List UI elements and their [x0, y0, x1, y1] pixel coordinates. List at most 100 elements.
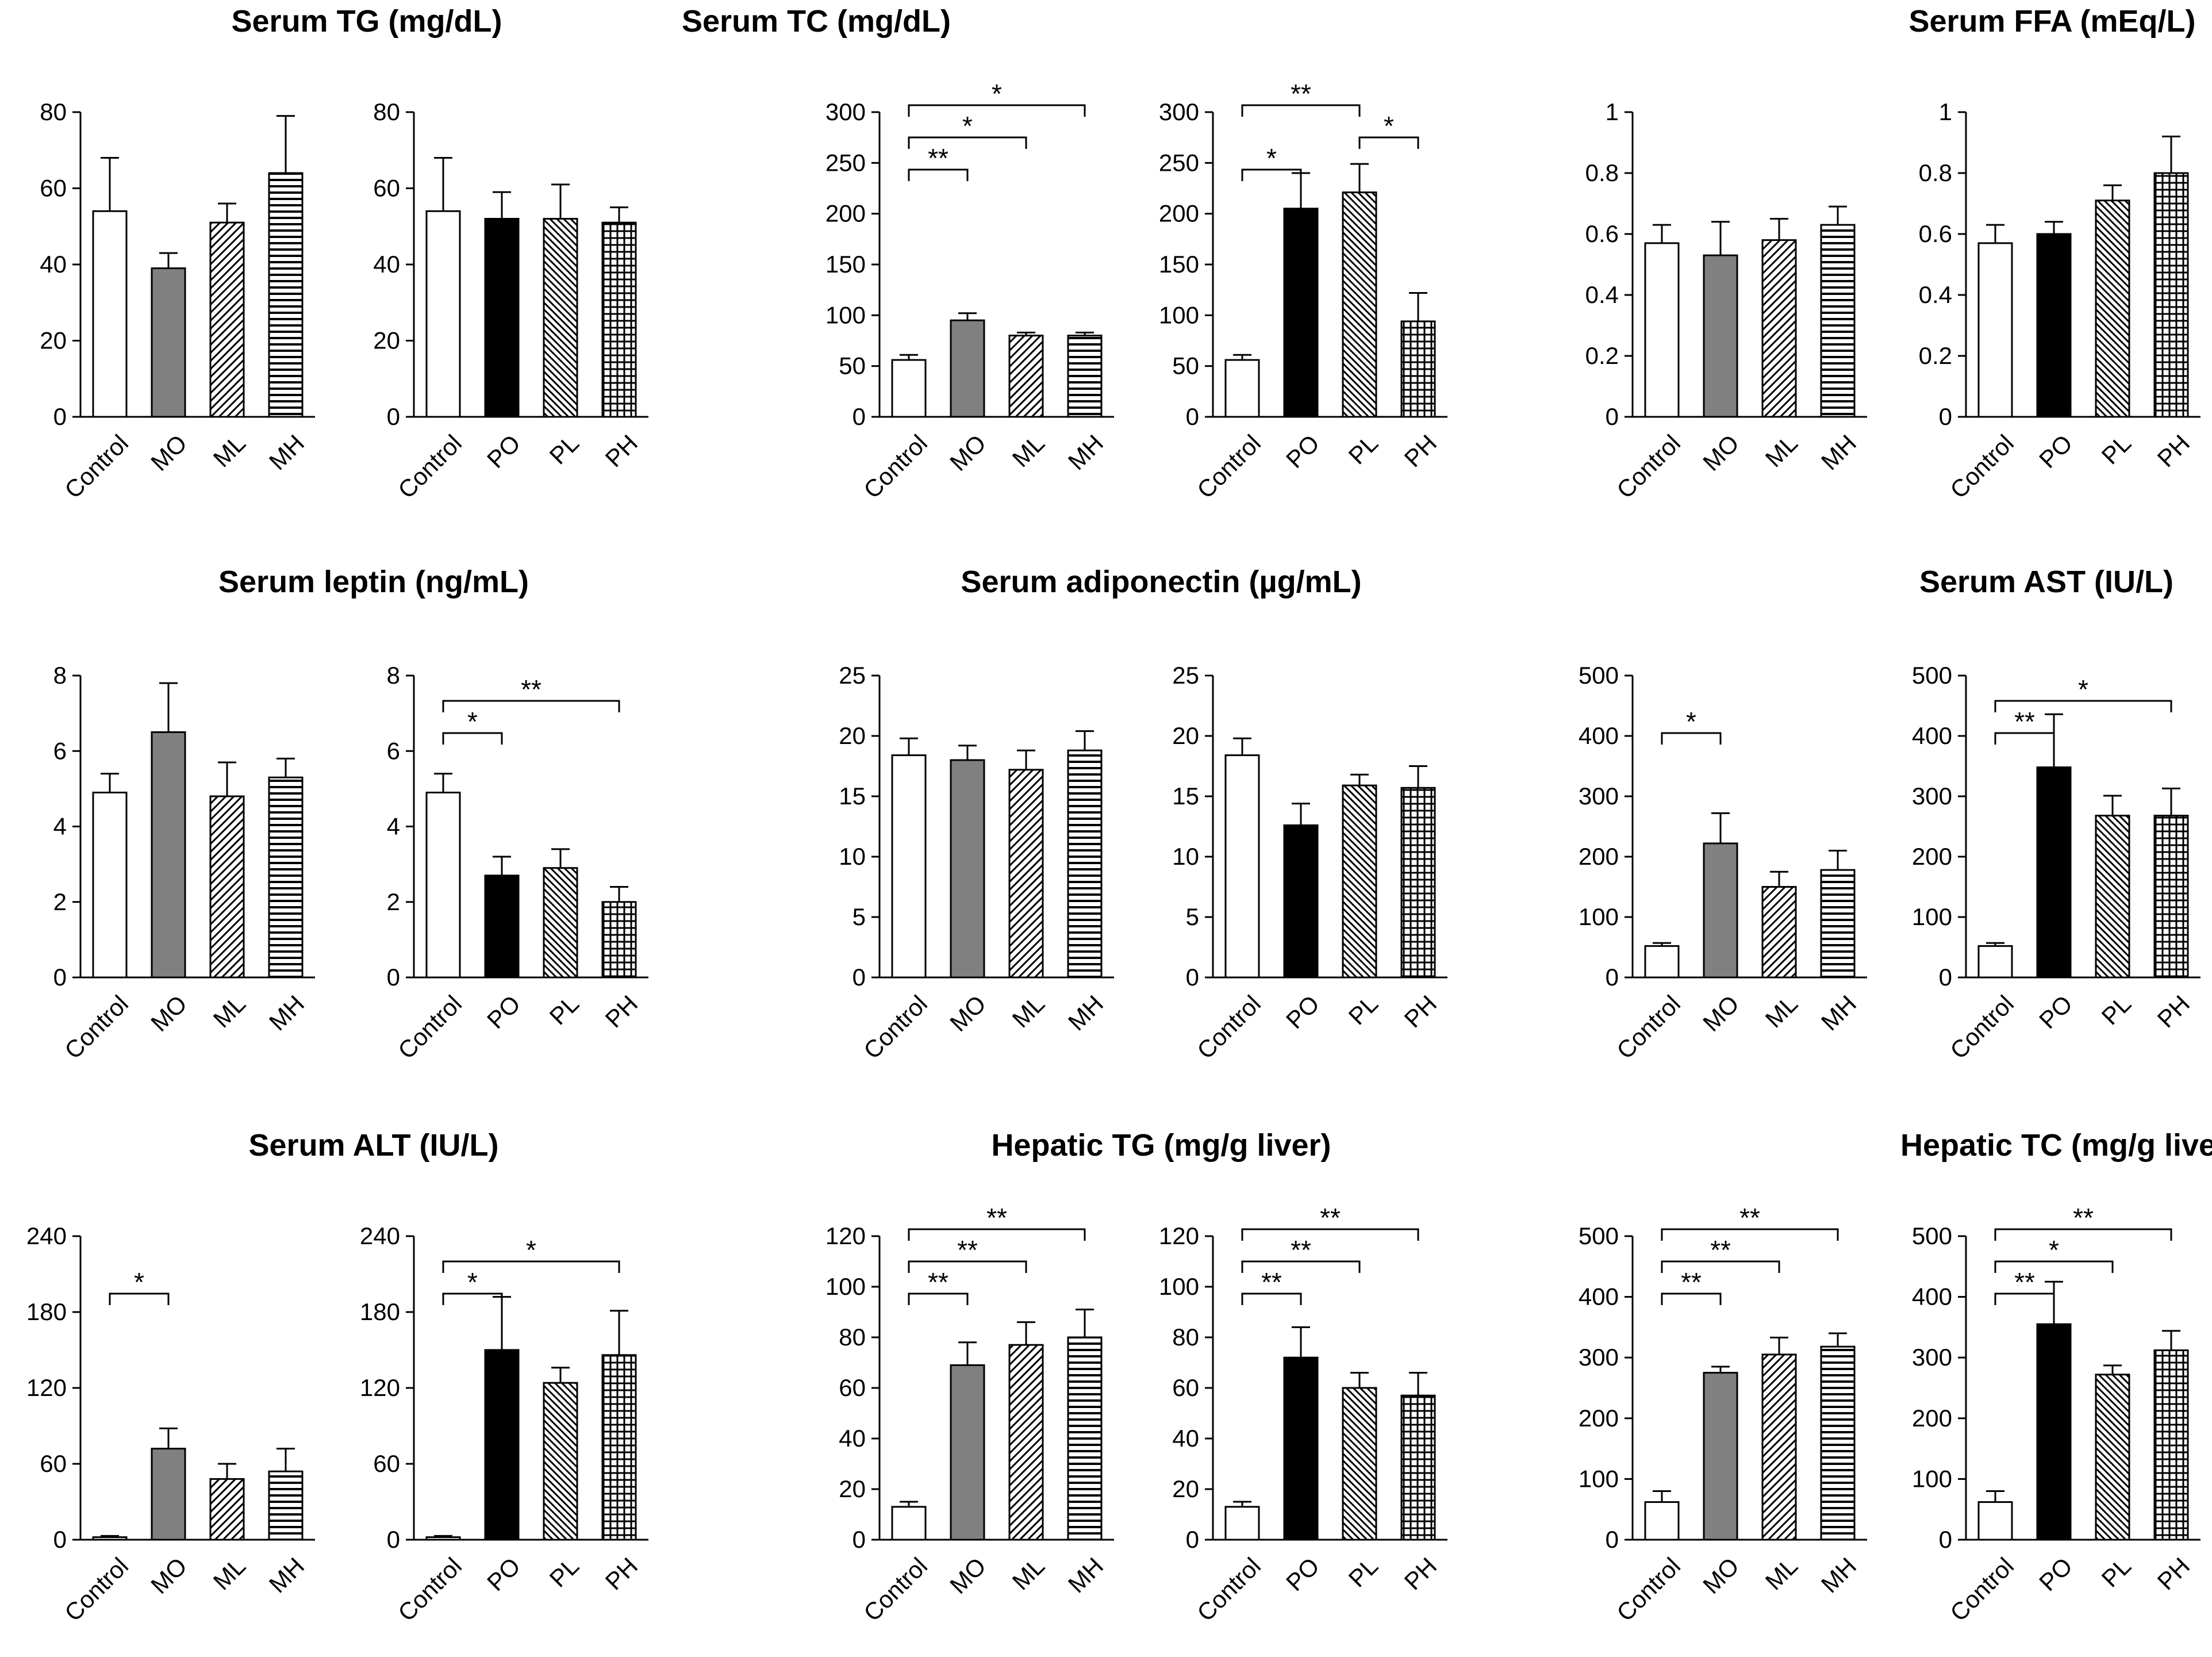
- bar-pl: [543, 1382, 578, 1541]
- significance-label: **: [986, 1203, 1007, 1233]
- bar-ph: [601, 1354, 637, 1541]
- subplot-1: 0 5 10 15 20 25 Control MO ML MH: [839, 662, 1114, 1064]
- bar-po: [2036, 766, 2072, 979]
- error-bar: [1233, 1501, 1251, 1507]
- y-tick-label: 400: [1579, 722, 1619, 749]
- category-label: ML: [208, 1552, 251, 1595]
- bar-control: [425, 1536, 461, 1541]
- y-tick-label: 5: [1186, 903, 1199, 930]
- bracket-line: [1241, 1228, 1419, 1241]
- bracket-line: [908, 1292, 969, 1305]
- y-tick-label: 0: [852, 1526, 866, 1553]
- bar-ml: [1761, 1353, 1797, 1541]
- y-tick-label: 0.6: [1585, 220, 1619, 247]
- significance-bracket: *: [442, 1235, 620, 1273]
- bar-pl: [1342, 191, 1377, 418]
- error-bar: [1409, 1372, 1427, 1396]
- y-tick-label: 0: [53, 403, 67, 430]
- y-tick-label: 400: [1579, 1283, 1619, 1310]
- error-bar: [900, 354, 918, 360]
- y-tick-label: 100: [1159, 301, 1199, 328]
- category-label: PL: [1343, 1552, 1384, 1593]
- bracket-line: [1994, 1228, 2172, 1241]
- y-tick-label: 8: [53, 662, 67, 689]
- category-label: MO: [1698, 1552, 1744, 1599]
- panel-3: Serum FFA (mEq/L) 0 0.2 0.4 0.6 0.8 1 Control MO…: [1585, 4, 2201, 504]
- category-label: MO: [145, 429, 192, 476]
- y-tick-label: 240: [26, 1222, 67, 1249]
- bar-po: [1283, 208, 1319, 418]
- y-tick-label: 2: [53, 888, 67, 915]
- significance-label: **: [1681, 1267, 1702, 1297]
- bar-control: [891, 1506, 927, 1541]
- category-label: Control: [59, 1552, 133, 1627]
- subplot-2: 0 20 40 60 80 100 120 Control PO PL PH ** ** **: [1159, 1203, 1447, 1627]
- error-bar: [1292, 803, 1310, 826]
- y-tick-label: 20: [1172, 722, 1199, 749]
- panel-title: Serum AST (IU/L): [1919, 565, 2173, 599]
- subplot-1: 0 100 200 300 400 500 Control MO ML MH ** ** **: [1579, 1203, 1867, 1627]
- y-tick-label: 40: [373, 251, 400, 278]
- error-bar: [1017, 331, 1035, 336]
- y-tick-label: 0.8: [1585, 159, 1619, 186]
- subplot-2: 0 0.2 0.4 0.6 0.8 1 Control PO PL PH: [1919, 98, 2201, 504]
- significance-label: **: [2073, 1203, 2094, 1233]
- error-bar: [1986, 942, 2004, 946]
- y-tick-label: 80: [1172, 1324, 1199, 1351]
- error-bar: [610, 206, 628, 223]
- bracket-line: [908, 136, 1027, 149]
- error-bar: [159, 1427, 178, 1449]
- y-tick-label: 120: [1159, 1222, 1199, 1249]
- significance-bracket: *: [1358, 111, 1419, 149]
- error-bar: [2103, 795, 2122, 816]
- error-bar: [1350, 163, 1369, 193]
- bracket-line: [1661, 732, 1722, 745]
- significance-bracket: **: [1241, 1235, 1361, 1273]
- y-tick-label: 15: [1172, 783, 1199, 810]
- y-tick-label: 0: [852, 403, 866, 430]
- bracket-line: [1358, 136, 1419, 149]
- category-label: Control: [1192, 990, 1266, 1064]
- error-bar: [434, 1535, 452, 1537]
- bracket-line: [1994, 1292, 2055, 1305]
- significance-bracket: *: [442, 707, 503, 745]
- error-bar: [218, 202, 236, 223]
- y-tick-label: 300: [1579, 1344, 1619, 1371]
- y-tick-label: 300: [825, 98, 866, 125]
- significance-bracket: **: [1661, 1235, 1780, 1273]
- category-label: Control: [1611, 1552, 1685, 1627]
- y-tick-label: 500: [1579, 662, 1619, 689]
- significance-bracket: **: [908, 1235, 1027, 1273]
- category-label: PO: [2034, 429, 2077, 473]
- significance-label: *: [992, 79, 1002, 109]
- bracket-line: [1241, 1292, 1302, 1305]
- bar-po: [2036, 1323, 2072, 1541]
- panel-title: Serum adiponectin (µg/mL): [961, 565, 1361, 599]
- y-tick-label: 100: [825, 301, 866, 328]
- category-label: PO: [482, 429, 525, 473]
- significance-label: *: [134, 1267, 144, 1297]
- significance-bracket: **: [1661, 1267, 1722, 1305]
- error-bar: [1076, 1309, 1094, 1337]
- error-bar: [1653, 942, 1671, 946]
- bracket-line: [442, 732, 503, 745]
- category-label: PO: [482, 990, 525, 1034]
- category-label: ML: [208, 990, 251, 1033]
- category-label: Control: [393, 990, 467, 1064]
- y-tick-label: 100: [1579, 1465, 1619, 1492]
- significance-label: *: [962, 111, 973, 141]
- panel-9: Hepatic TC (mg/g liver) 0 100 200 300 400 500 C…: [1579, 1128, 2212, 1627]
- bracket-line: [1241, 1260, 1361, 1273]
- y-tick-label: 0: [53, 1526, 67, 1553]
- subplot-1: 0 100 200 300 400 500 Control MO ML MH *: [1579, 662, 1867, 1064]
- category-label: PO: [2034, 1552, 2077, 1596]
- significance-bracket: *: [908, 111, 1027, 149]
- bar-ml: [1761, 239, 1797, 418]
- significance-label: *: [2049, 1235, 2059, 1265]
- y-tick-label: 100: [1912, 903, 1952, 930]
- error-bar: [1711, 1366, 1730, 1373]
- error-bar: [2103, 1364, 2122, 1375]
- error-bar: [1770, 218, 1788, 240]
- y-tick-label: 120: [825, 1222, 866, 1249]
